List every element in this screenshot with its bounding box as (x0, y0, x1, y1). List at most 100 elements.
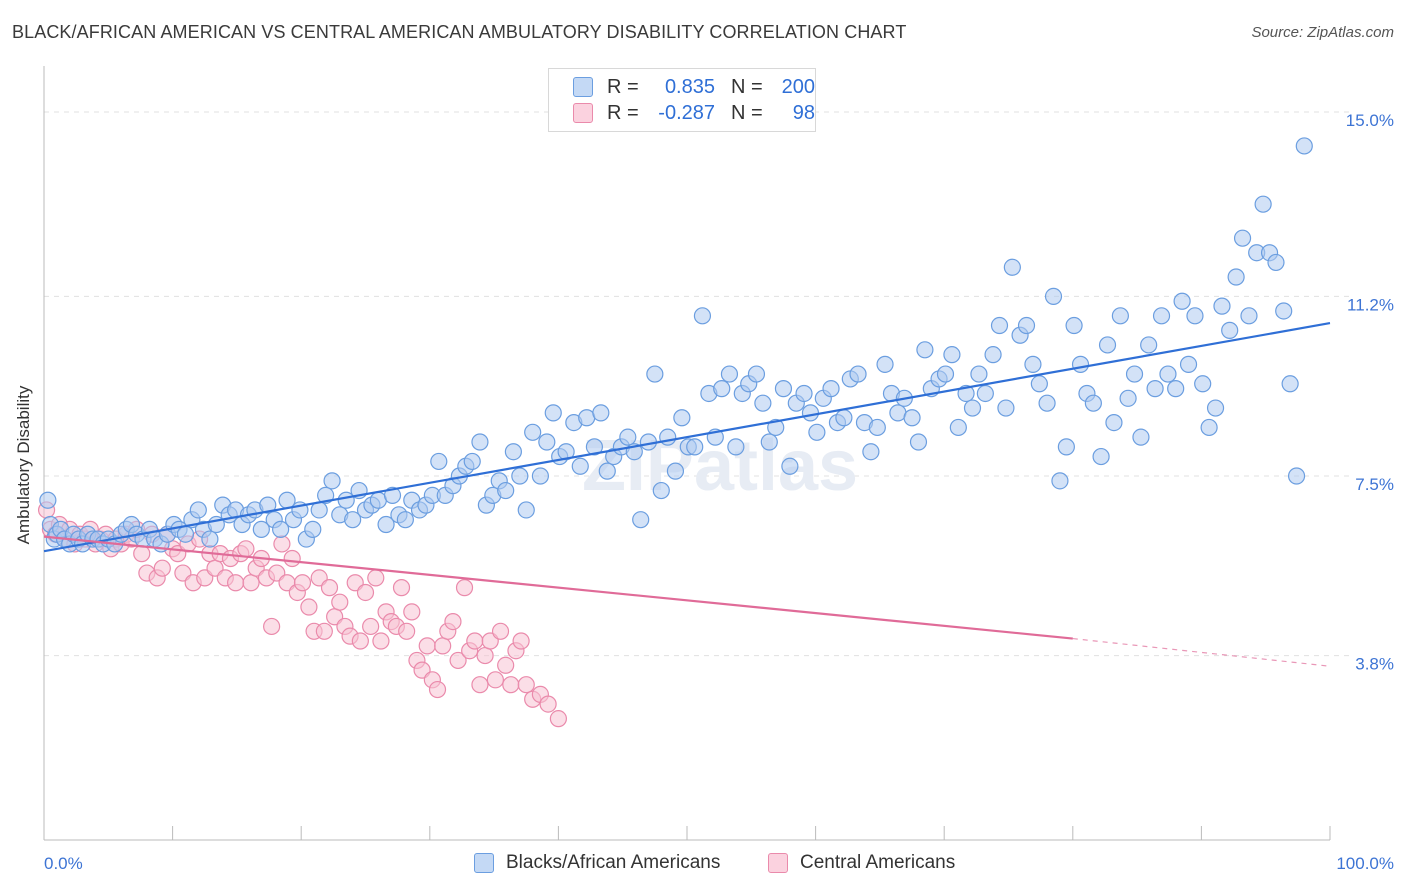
black-african-american-point (990, 316, 1009, 335)
central-american-point (444, 612, 462, 631)
black-african-american-point (1057, 438, 1075, 456)
black-african-american-point (1213, 297, 1231, 315)
legend-item-central[interactable]: Central Americans (768, 852, 955, 874)
black-african-american-point (259, 496, 277, 514)
black-african-american-point (652, 481, 670, 500)
black-african-american-point (963, 399, 982, 417)
black-african-american-point (1071, 355, 1090, 373)
central-american-point (517, 676, 535, 694)
legend-r-label: R = (607, 75, 639, 98)
black-african-american-point (1111, 307, 1129, 325)
trend-line-central (43, 535, 1073, 640)
source-credit: Source: ZipAtlas.com (1251, 24, 1394, 41)
y-tick-label: 11.2% (1347, 295, 1394, 314)
black-african-american-point (463, 452, 481, 471)
legend-swatch-blue (573, 77, 593, 97)
black-african-american-point (1119, 389, 1137, 407)
central-american-point (356, 583, 375, 602)
black-african-american-point (176, 525, 195, 543)
black-african-american-point (1030, 375, 1048, 393)
series-blacks-african-americans (39, 137, 1313, 553)
central-american-point (392, 579, 411, 597)
legend-label-blacks: Blacks/African Americans (506, 852, 721, 873)
black-african-american-point (862, 443, 880, 461)
legend-r-label: R = (607, 101, 639, 124)
central-american-point (455, 579, 474, 597)
central-american-point (512, 632, 530, 650)
legend-swatch-pink (768, 853, 788, 873)
central-american-point (471, 676, 489, 694)
black-african-american-point (1132, 428, 1150, 446)
black-african-american-point (903, 409, 921, 427)
black-african-american-point (1092, 447, 1110, 466)
black-african-american-point (754, 394, 772, 412)
black-african-american-point (673, 409, 691, 427)
central-american-point (320, 579, 339, 597)
correlation-legend: R = 0.835 N = 200 R = -0.287 N = 98 (548, 68, 816, 132)
black-african-american-point (646, 365, 664, 383)
black-african-american-point (949, 418, 967, 437)
black-african-american-point (984, 346, 1002, 364)
central-american-point (283, 549, 301, 568)
legend-label-central: Central Americans (800, 852, 956, 873)
black-african-american-point (1194, 375, 1212, 393)
black-african-american-point (511, 467, 529, 485)
black-african-american-point (1179, 355, 1198, 373)
black-african-american-point (1275, 302, 1293, 320)
legend-r-value: 0.835 (664, 75, 715, 98)
black-african-american-point (686, 438, 704, 456)
black-african-american-point (767, 418, 785, 437)
central-american-point (372, 632, 390, 650)
black-african-american-point (1065, 316, 1083, 335)
black-african-american-point (1105, 413, 1123, 432)
legend-row-blacks: R = 0.835 N = 200 (573, 74, 815, 100)
y-tick-labels: 3.8% 7.5% 11.2% 15.0% (1346, 111, 1394, 674)
central-american-point (428, 680, 447, 699)
central-american-point (549, 710, 568, 728)
black-african-american-point (531, 467, 549, 485)
black-african-american-point (727, 438, 745, 456)
black-african-american-point (1267, 253, 1285, 272)
black-african-american-point (943, 346, 961, 364)
central-american-point (403, 603, 421, 621)
black-african-american-point (571, 457, 589, 475)
black-african-american-point (909, 433, 928, 451)
black-african-american-point (760, 433, 778, 451)
black-african-american-point (1227, 268, 1245, 286)
y-tick-label: 15.0% (1346, 111, 1394, 130)
central-american-point (367, 569, 385, 587)
black-african-american-point (383, 486, 402, 505)
legend-n-value: 98 (792, 101, 815, 124)
black-african-american-point (666, 462, 685, 480)
black-african-american-point (720, 365, 739, 383)
black-african-american-point (377, 515, 395, 534)
black-african-american-point (849, 365, 867, 383)
black-african-american-point (592, 404, 610, 422)
black-african-american-point (970, 365, 988, 383)
central-american-point (242, 574, 260, 592)
x-tick-label-max: 100.0% (1336, 854, 1394, 873)
legend-item-blacks[interactable]: Blacks/African Americans (474, 852, 720, 874)
black-african-american-point (304, 520, 322, 538)
black-african-american-point (1038, 394, 1056, 412)
black-african-american-point (659, 428, 677, 446)
black-african-american-point (39, 491, 57, 509)
central-american-point (398, 622, 416, 640)
central-american-point (449, 651, 467, 670)
central-american-point (300, 598, 318, 616)
black-african-american-point (344, 511, 362, 529)
legend-row-central: R = -0.287 N = 98 (573, 100, 815, 126)
black-african-american-point (497, 481, 515, 500)
trend-lines (43, 322, 1331, 667)
black-african-american-point (504, 443, 522, 461)
legend-n-label: N = (731, 101, 763, 124)
black-african-american-point (557, 443, 575, 461)
black-african-american-point (1098, 336, 1117, 354)
black-african-american-point (517, 501, 535, 519)
central-american-point (466, 632, 484, 650)
black-african-american-point (585, 438, 604, 456)
black-african-american-point (795, 384, 813, 403)
black-african-american-point (1254, 195, 1272, 213)
black-african-american-point (936, 365, 955, 383)
central-american-point (486, 671, 504, 689)
